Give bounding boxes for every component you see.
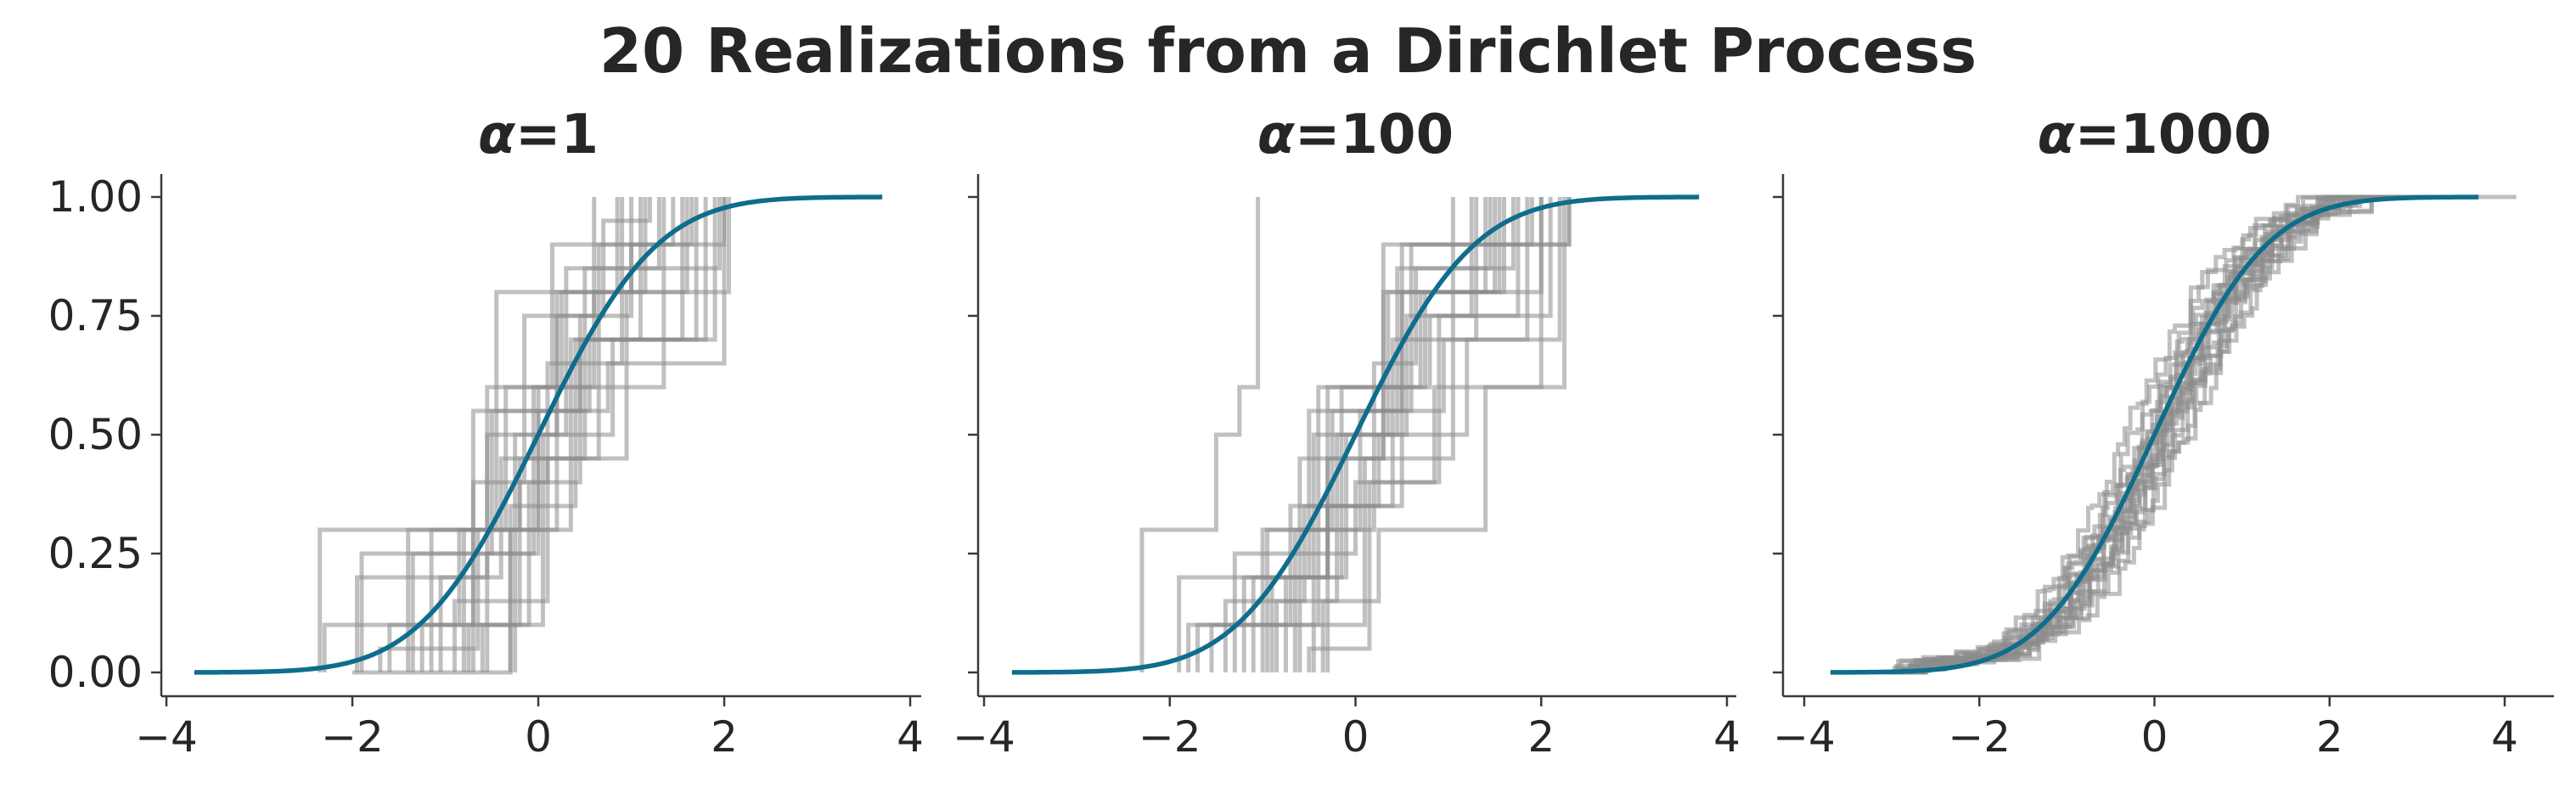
y-tick-label: 0.00: [48, 648, 143, 697]
y-tick-label: 0.75: [48, 291, 143, 340]
panel-title-symbol: α: [2038, 104, 2076, 166]
x-tick-label: 4: [2491, 712, 2518, 762]
x-tick-label: 4: [897, 712, 924, 762]
panel-title-value: =1: [515, 104, 599, 166]
x-tick-label: −4: [1773, 712, 1836, 762]
y-tick-label: 1.00: [48, 172, 143, 222]
sample-path: [1241, 197, 1455, 672]
normal-cdf-line: [1011, 194, 1700, 675]
sample-path: [1139, 197, 1261, 672]
panel-title: α=100: [1257, 104, 1454, 166]
x-tick-label: 0: [2141, 712, 2168, 762]
x-tick-label: −4: [953, 712, 1015, 762]
normal-cdf-line: [1830, 194, 2479, 675]
sample-path: [1311, 197, 1544, 672]
sample-path: [1269, 197, 1488, 672]
x-tick-label: −2: [1139, 712, 1201, 762]
chart-panel-3: α=1000 −4 −2 0 2 4: [1773, 104, 2554, 762]
sample-path: [1895, 194, 2474, 675]
x-tick-label: 2: [1527, 712, 1555, 762]
sample-path: [378, 197, 620, 672]
sample-path: [485, 197, 727, 672]
x-tick-label: −2: [1948, 712, 2011, 762]
panel-title-value: =100: [1295, 104, 1454, 166]
sample-path: [1915, 194, 2376, 675]
sample-path: [466, 197, 625, 672]
x-tick-label: 4: [1713, 712, 1741, 762]
x-tick-label: 2: [2316, 712, 2343, 762]
page-title: 20 Realizations from a Dirichlet Process: [599, 15, 1977, 87]
y-tick-label: 0.25: [48, 529, 143, 578]
sample-path: [513, 197, 597, 672]
sample-path: [1885, 194, 2358, 675]
normal-cdf-line: [194, 194, 883, 675]
panel-title: α=1000: [2038, 104, 2272, 166]
x-tick-label: 2: [711, 712, 738, 762]
y-tick-label: 0.50: [48, 410, 143, 459]
panel-title-value: =1000: [2075, 104, 2272, 166]
x-tick-label: −4: [135, 712, 198, 762]
x-tick-label: −2: [321, 712, 384, 762]
panel-title-symbol: α: [478, 104, 516, 166]
chart-panel-2: α=100 −4 −2 0 2 4: [953, 104, 1741, 762]
sample-path: [1916, 194, 2405, 675]
chart-panel-1: α=1 0.00 0.25 0.50 0.75 1.00 −4 −2 0 2 4: [48, 104, 924, 762]
panel-title-symbol: α: [1257, 104, 1296, 166]
sample-path: [438, 197, 661, 672]
panel-title: α=1: [478, 104, 599, 166]
x-tick-label: 0: [525, 712, 552, 762]
x-tick-label: 0: [1342, 712, 1370, 762]
